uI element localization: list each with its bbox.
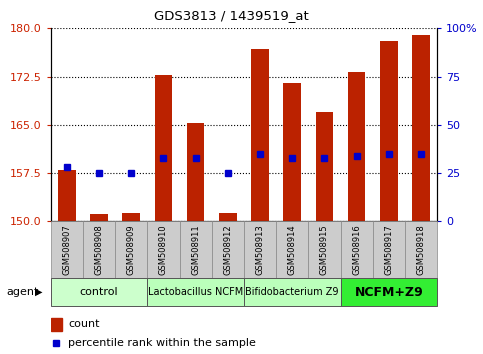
Text: GSM508911: GSM508911 <box>191 224 200 275</box>
Text: NCFM+Z9: NCFM+Z9 <box>355 286 423 298</box>
Bar <box>284 83 301 221</box>
Text: GSM508913: GSM508913 <box>256 224 265 275</box>
Text: percentile rank within the sample: percentile rank within the sample <box>68 338 256 348</box>
Text: GSM508918: GSM508918 <box>416 224 426 275</box>
Text: GSM508914: GSM508914 <box>288 224 297 275</box>
Bar <box>180 221 212 278</box>
Text: GSM508916: GSM508916 <box>352 224 361 275</box>
Text: ▶: ▶ <box>35 287 43 297</box>
Bar <box>147 221 180 278</box>
Text: Bifidobacterium Z9: Bifidobacterium Z9 <box>245 287 339 297</box>
Text: GSM508917: GSM508917 <box>384 224 393 275</box>
Bar <box>51 318 61 331</box>
Bar <box>115 221 147 278</box>
Bar <box>51 278 147 306</box>
Bar <box>51 221 83 278</box>
Bar <box>58 170 76 221</box>
Bar <box>380 41 398 221</box>
Bar <box>219 213 237 221</box>
Text: GSM508907: GSM508907 <box>62 224 71 275</box>
Bar <box>276 221 308 278</box>
Bar <box>373 221 405 278</box>
Bar <box>244 278 341 306</box>
Bar <box>341 221 373 278</box>
Text: GSM508912: GSM508912 <box>223 224 232 275</box>
Bar <box>251 49 269 221</box>
Bar <box>405 221 437 278</box>
Bar <box>147 278 244 306</box>
Bar <box>315 112 333 221</box>
Bar <box>244 221 276 278</box>
Bar <box>83 221 115 278</box>
Text: count: count <box>68 319 99 329</box>
Bar <box>341 278 437 306</box>
Bar <box>212 221 244 278</box>
Bar <box>155 75 172 221</box>
Text: Lactobacillus NCFM: Lactobacillus NCFM <box>148 287 243 297</box>
Bar <box>122 213 140 221</box>
Bar <box>348 72 366 221</box>
Bar <box>90 213 108 221</box>
Text: control: control <box>80 287 118 297</box>
Text: GSM508910: GSM508910 <box>159 224 168 275</box>
Text: GSM508908: GSM508908 <box>95 224 103 275</box>
Text: GSM508909: GSM508909 <box>127 224 136 275</box>
Text: agent: agent <box>6 287 39 297</box>
Text: GDS3813 / 1439519_at: GDS3813 / 1439519_at <box>155 9 309 22</box>
Bar <box>412 35 430 221</box>
Bar <box>187 124 204 221</box>
Bar <box>308 221 341 278</box>
Text: GSM508915: GSM508915 <box>320 224 329 275</box>
